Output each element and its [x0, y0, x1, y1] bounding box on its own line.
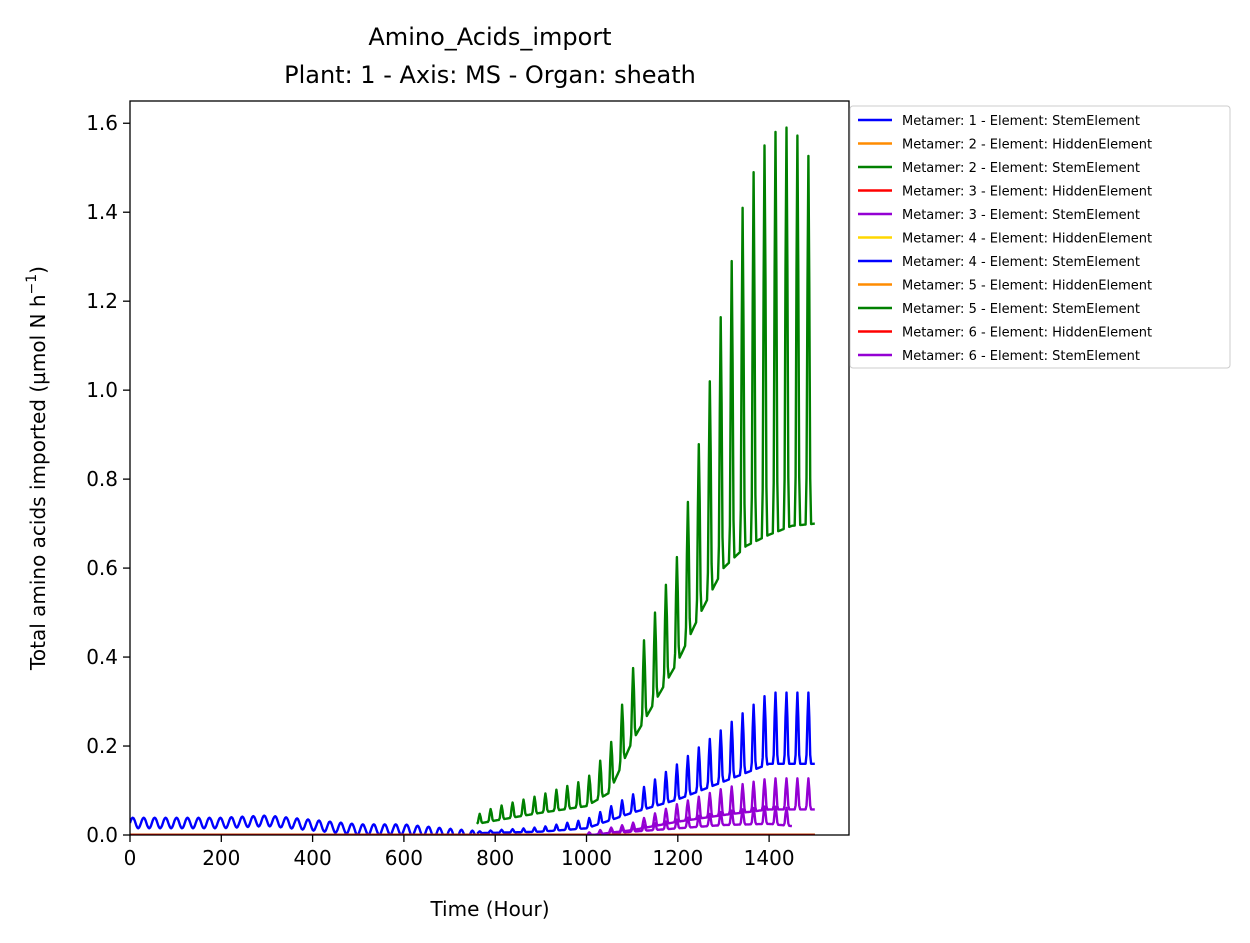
series-line-11 [586, 777, 815, 835]
legend-label: Metamer: 1 - Element: StemElement [902, 114, 1140, 129]
series-line-7 [476, 691, 815, 835]
x-tick-label: 400 [294, 846, 332, 870]
y-tick-label: 1.2 [86, 289, 118, 313]
y-tick-label: 1.4 [86, 200, 118, 224]
x-tick-label: 1400 [744, 846, 795, 870]
y-axis-title-superscript: −1 [24, 274, 40, 295]
legend-label: Metamer: 3 - Element: StemElement [902, 208, 1140, 223]
x-tick-label: 600 [385, 846, 423, 870]
series-line-3 [475, 126, 815, 825]
chart-subtitle: Plant: 1 - Axis: MS - Organ: sheath [284, 61, 696, 89]
y-tick-label: 0.8 [86, 467, 118, 491]
x-tick-label: 1000 [561, 846, 612, 870]
x-axis-title: Time (Hour) [429, 897, 549, 921]
x-tick-label: 0 [124, 846, 137, 870]
y-axis-title: Total amino acids imported (µmol N h−1) [24, 266, 50, 671]
plot-frame [129, 100, 850, 836]
legend-label: Metamer: 5 - Element: StemElement [902, 302, 1140, 317]
y-tick-label: 1.6 [86, 111, 118, 135]
y-axis-title-end: ) [26, 266, 50, 274]
x-tick-label: 800 [476, 846, 514, 870]
series-layer [130, 126, 815, 835]
legend-label: Metamer: 6 - Element: StemElement [902, 349, 1140, 364]
chart-title: Amino_Acids_import [368, 23, 611, 51]
legend-label: Metamer: 4 - Element: StemElement [902, 255, 1140, 270]
legend-label: Metamer: 5 - Element: HiddenElement [902, 279, 1152, 294]
legend-label: Metamer: 6 - Element: HiddenElement [902, 326, 1152, 341]
y-tick-label: 0.2 [86, 734, 118, 758]
y-axis-title-main: Total amino acids imported (µmol N h [26, 294, 50, 670]
y-tick-label: 0.6 [86, 556, 118, 580]
series-line-1 [130, 814, 478, 835]
y-tick-label: 0.4 [86, 645, 118, 669]
legend: Metamer: 1 - Element: StemElement Metamer… [849, 105, 1231, 369]
x-tick-label: 200 [202, 846, 240, 870]
x-axis: 0 200 400 600 800 1000 1200 1400 [124, 835, 795, 870]
x-tick-label: 1200 [652, 846, 703, 870]
legend-label: Metamer: 2 - Element: StemElement [902, 161, 1140, 176]
y-axis: 0.0 0.2 0.4 0.6 0.8 1.0 1.2 1.4 1.6 [86, 111, 130, 847]
y-tick-label: 1.0 [86, 378, 118, 402]
legend-label: Metamer: 3 - Element: HiddenElement [902, 185, 1152, 200]
legend-label: Metamer: 2 - Element: HiddenElement [902, 138, 1152, 153]
legend-box [849, 105, 1231, 369]
legend-label: Metamer: 4 - Element: HiddenElement [902, 232, 1152, 247]
y-tick-label: 0.0 [86, 823, 118, 847]
